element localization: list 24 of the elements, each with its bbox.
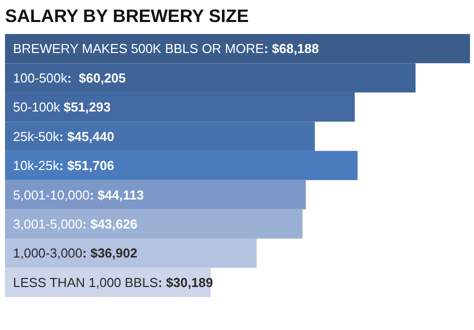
data-label: : $60,205	[67, 70, 126, 86]
data-label: : $68,188	[264, 41, 319, 56]
bar	[5, 238, 257, 268]
bar	[5, 209, 302, 239]
data-label: : $36,902	[82, 246, 138, 261]
y-tick-label: 50-100k	[13, 100, 60, 115]
chart-title: SALARY BY BREWERY SIZE	[5, 6, 249, 26]
data-label: : $44,113	[90, 187, 144, 202]
y-tick-label: BREWERY MAKES 500K BBLS OR MORE	[13, 41, 264, 56]
bar	[5, 150, 358, 180]
y-tick-label: 25k-50k	[13, 128, 60, 144]
data-label: : $51,706	[59, 158, 114, 174]
y-tick-label: 5,001-10,000	[13, 187, 90, 202]
bar	[5, 34, 470, 64]
data-label: : $43,626	[82, 216, 138, 232]
data-label: : $30,189	[158, 274, 213, 290]
data-label: : $45,440	[59, 128, 114, 144]
y-tick-label: 1,000-3,000	[13, 246, 82, 261]
y-tick-label: 3,001-5,000	[13, 216, 82, 232]
data-label: $51,293	[60, 100, 111, 115]
y-tick-label: 100-500k	[13, 70, 68, 86]
y-tick-label: 10k-25k	[13, 158, 60, 174]
bar	[5, 180, 306, 210]
y-tick-label: LESS THAN 1,000 BBLS	[13, 274, 158, 290]
